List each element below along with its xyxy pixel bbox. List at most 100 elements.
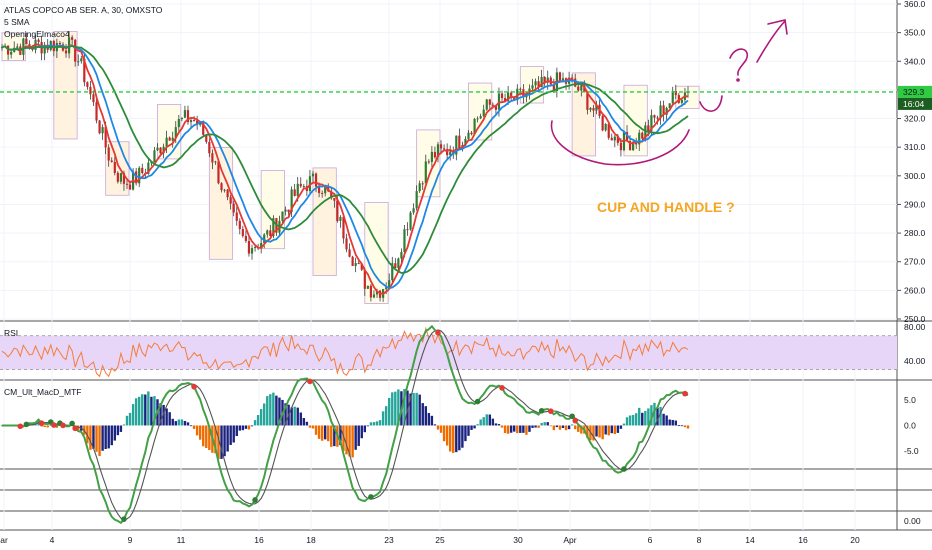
rsi-title[interactable]: RSI (4, 328, 18, 338)
macd-histogram-bar (650, 405, 653, 426)
candle-body (488, 99, 491, 105)
candle-body (677, 95, 680, 103)
macd-cross-dot (621, 466, 627, 472)
price-tick-label: 300.0 (904, 171, 926, 181)
candle-body (232, 203, 235, 213)
macd-title[interactable]: CM_Ult_MacD_MTF (4, 387, 81, 397)
macd-histogram-bar (543, 422, 546, 426)
macd-histogram-bar (290, 407, 293, 426)
session-box (571, 72, 596, 157)
macd-histogram-bar (433, 424, 437, 426)
candle-body (558, 72, 562, 81)
macd-histogram-bar (272, 392, 275, 426)
candle-body (317, 186, 321, 193)
candle-body (439, 144, 443, 149)
candle-body (522, 89, 525, 98)
candle-body (186, 110, 190, 123)
macd-histogram-bar (180, 419, 184, 426)
time-tick-label: 11 (177, 535, 186, 545)
macd-histogram-bar (616, 425, 620, 433)
candle-body (10, 51, 13, 55)
candle-body (342, 216, 345, 239)
macd-histogram-bar (403, 389, 406, 426)
macd-histogram-bar (430, 415, 434, 426)
price-tick-label: 320.0 (904, 114, 926, 124)
time-tick-label: 30 (513, 535, 523, 545)
candle-body (351, 256, 354, 266)
candle-body (519, 88, 522, 90)
candle-body (385, 287, 388, 290)
macd-histogram-bar (275, 395, 278, 426)
macd-histogram-bar (171, 418, 174, 426)
macd-plot (0, 324, 690, 525)
macd-histogram-bar (131, 404, 135, 426)
candle-body (375, 290, 379, 295)
macd-cross-dot (569, 413, 575, 420)
candle-body (125, 183, 129, 185)
time-tick-label: 20 (850, 535, 860, 545)
candle-body (540, 76, 543, 88)
symbol-title: ATLAS COPCO AB SER. A, 30, OMXSTO (4, 5, 163, 15)
macd-histogram-bar (509, 425, 513, 433)
candle-body (659, 105, 662, 118)
candle-body (250, 248, 254, 254)
candle-body (22, 38, 25, 55)
macd-histogram-bar (220, 425, 223, 459)
candle-body (89, 86, 92, 95)
macd-histogram-bar (192, 425, 196, 429)
macd-histogram-bar (195, 425, 199, 436)
macd-cross-dot (572, 417, 578, 424)
time-tick-label: 4 (50, 535, 55, 545)
macd-cross-dot (538, 407, 545, 414)
candle-body (58, 42, 62, 45)
candle-body (619, 142, 623, 151)
candle-body (574, 78, 577, 87)
price-axis[interactable]: 360.0350.0340.0330.0320.0310.0300.0290.0… (897, 0, 926, 526)
macd-histogram-bar (366, 425, 370, 427)
candle-body (104, 127, 107, 148)
candle-body (321, 192, 324, 194)
candle-body (16, 46, 19, 48)
candle-body (162, 146, 165, 154)
macd-histogram-bar (372, 422, 376, 426)
time-axis[interactable]: ar 4 9 11 16 18 23 25 30 Apr 6 8 14 16 20 (0, 535, 860, 545)
macd-histogram-bar (604, 425, 607, 435)
macd-histogram-bar (467, 425, 470, 436)
candle-body (345, 238, 348, 250)
indicator-sma-label[interactable]: 5 SMA (4, 17, 30, 27)
macd-histogram-bar (320, 425, 324, 441)
rsi-tick-label: 80.00 (904, 322, 926, 332)
candle-body (83, 58, 86, 83)
candle-body (430, 151, 433, 162)
moving-averages (1, 43, 689, 295)
candle-body (0, 47, 4, 49)
macd-histogram-bar (525, 425, 528, 435)
candle-body (86, 82, 89, 87)
candle-body (189, 120, 193, 123)
macd-histogram-bar (314, 425, 318, 435)
macd-cross-dot (682, 390, 688, 397)
candle-body (500, 93, 504, 99)
macd-histogram-bar (442, 425, 446, 442)
macd-cross-dot (499, 385, 505, 391)
candle-body (235, 212, 238, 221)
candle-body (470, 132, 473, 135)
macd-histogram-bar (116, 425, 120, 436)
macd-histogram-bar (40, 425, 43, 427)
indicator-opening-label[interactable]: OpeningEImaco4 (4, 29, 70, 39)
macd-histogram-bar (464, 425, 467, 442)
macd-histogram-bar (580, 425, 583, 434)
macd-histogram-bar (491, 418, 495, 426)
session-box (623, 84, 648, 157)
macd-histogram-bar (412, 393, 415, 426)
candle-body (333, 198, 336, 201)
macd-histogram-bar (528, 425, 531, 432)
macd-histogram-bar (549, 425, 552, 427)
macd-histogram-bar (296, 407, 299, 426)
candle-body (409, 212, 412, 230)
candle-body (287, 209, 290, 212)
candle-body (403, 229, 406, 252)
macd-histogram-bar (229, 425, 232, 445)
macd-histogram-bar (522, 425, 525, 433)
session-box (208, 147, 234, 260)
